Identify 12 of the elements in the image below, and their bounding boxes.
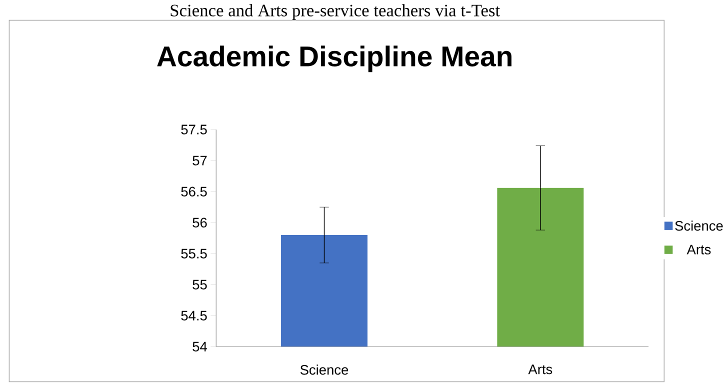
y-tick-label: 55.5 [181,249,207,259]
legend-label: Arts [686,244,711,255]
y-tick-label: 56 [192,218,207,228]
y-tick-label: 56.5 [181,186,207,197]
y-tick-label: 57 [192,156,207,166]
y-tick-label: 54.5 [181,311,207,321]
y-tick-label: 54 [192,342,208,352]
legend-label: Science [675,220,723,231]
chart-title: Academic Discipline Mean [157,46,512,72]
y-tick-label: 57.5 [181,124,207,135]
text: Science and Arts pre-service teachers via t-Test [170,4,500,20]
y-tick-label: 55 [192,280,207,290]
